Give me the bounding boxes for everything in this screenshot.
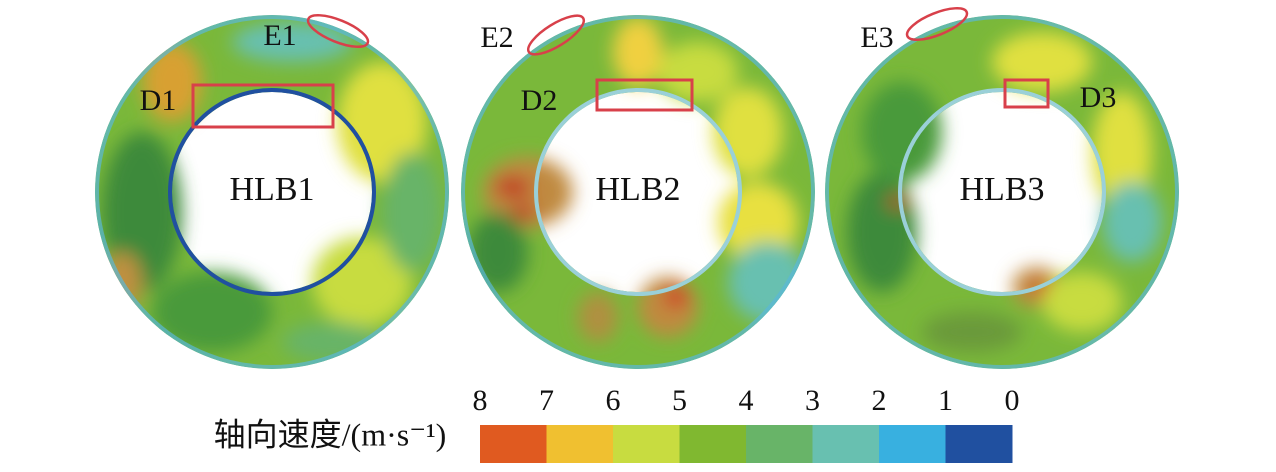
contour-blob <box>1042 272 1122 332</box>
contour-blob <box>337 62 427 182</box>
contour-blob <box>992 32 1092 92</box>
colorbar-band <box>546 425 614 463</box>
detail-label: D1 <box>140 84 177 117</box>
contour-blob <box>1092 92 1152 212</box>
contour-blob <box>887 196 907 208</box>
outer-rim <box>95 15 449 369</box>
contour-blob <box>468 212 528 292</box>
colorbar-band <box>879 425 946 463</box>
contour-blob <box>1102 182 1162 262</box>
detail-box <box>191 83 335 129</box>
contour-blob <box>613 17 663 87</box>
inlet-label: E3 <box>860 21 893 54</box>
contour-blob <box>312 237 412 327</box>
hub-label: HLB3 <box>960 171 1045 208</box>
contour-blob <box>638 277 698 337</box>
inlet-marker <box>526 14 586 56</box>
detail-box <box>595 78 694 112</box>
hub-label: HLB2 <box>596 171 681 208</box>
colorbar-tick-label: 2 <box>872 384 887 417</box>
colorbar-band <box>613 425 680 463</box>
inner-rim <box>534 88 742 296</box>
inlet-marker <box>905 7 969 41</box>
contour-blob <box>152 272 272 352</box>
contour-blob <box>382 152 442 272</box>
colorbar-band <box>746 425 813 463</box>
contour-blob <box>664 287 688 307</box>
inlet-label: E2 <box>480 21 513 54</box>
outer-rim <box>461 15 815 369</box>
colorbar-tick-label: 7 <box>539 384 554 417</box>
colorbar-tick-label: 5 <box>672 384 687 417</box>
inlet-marker <box>306 14 370 48</box>
contour-blob <box>713 87 783 177</box>
colorbar-band <box>945 425 1013 463</box>
contour-blob <box>922 312 1022 352</box>
outer-rim <box>825 15 1179 369</box>
velocity-contour <box>95 15 449 369</box>
colorbar-tick-label: 0 <box>1005 384 1020 417</box>
contour-blob <box>232 22 352 62</box>
colorbar-tick-label: 8 <box>473 384 488 417</box>
inner-rim <box>168 88 376 296</box>
contour-blob <box>578 292 618 342</box>
colorbar-title: 轴向速度/(m·s⁻¹) <box>214 416 447 452</box>
colorbar-band <box>679 425 747 463</box>
velocity-contour <box>825 15 1179 369</box>
colorbar-tick-label: 4 <box>739 384 754 417</box>
contour-blob <box>511 204 535 220</box>
colorbar-tick-label: 6 <box>606 384 621 417</box>
contour-blob <box>495 177 531 197</box>
inlet-label: E1 <box>263 19 296 52</box>
colorbar-tick-label: 3 <box>805 384 820 417</box>
detail-label: D3 <box>1080 81 1117 114</box>
velocity-contour <box>461 15 815 369</box>
colorbar-tick-label: 1 <box>938 384 953 417</box>
hub-label: HLB1 <box>230 171 315 208</box>
contour-blob <box>658 42 738 102</box>
inner-rim <box>898 88 1106 296</box>
detail-box <box>1003 78 1050 109</box>
colorbar-band <box>812 425 880 463</box>
detail-label: D2 <box>521 84 558 117</box>
contour-blob <box>862 82 942 182</box>
colorbar-band <box>480 425 547 463</box>
